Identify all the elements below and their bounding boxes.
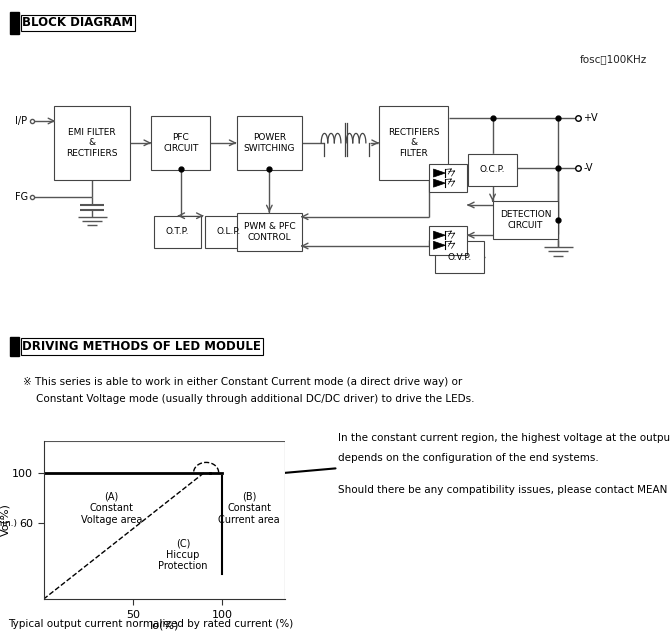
Text: DRIVING METHODS OF LED MODULE: DRIVING METHODS OF LED MODULE xyxy=(23,340,261,353)
Bar xyxy=(468,153,517,186)
X-axis label: Io(%): Io(%) xyxy=(149,621,179,631)
Text: depends on the configuration of the end systems.: depends on the configuration of the end … xyxy=(338,453,599,463)
Text: O.V.P.: O.V.P. xyxy=(448,252,472,262)
Text: O.T.P.: O.T.P. xyxy=(165,228,189,236)
Text: fosc：100KHz: fosc：100KHz xyxy=(580,54,647,64)
Polygon shape xyxy=(433,231,446,239)
Text: FG: FG xyxy=(15,191,27,202)
Text: (B)
Constant
Current area: (B) Constant Current area xyxy=(218,491,280,524)
Text: Should there be any compatibility issues, please contact MEAN WELL.: Should there be any compatibility issues… xyxy=(338,485,670,495)
Bar xyxy=(429,164,467,192)
Text: In the constant current region, the highest voltage at the output of the driver: In the constant current region, the high… xyxy=(338,433,670,443)
Bar xyxy=(10,12,19,34)
Text: RECTIFIERS
&
FILTER: RECTIFIERS & FILTER xyxy=(388,128,440,158)
Text: BLOCK DIAGRAM: BLOCK DIAGRAM xyxy=(23,16,133,29)
Text: (A)
Constant
Voltage area: (A) Constant Voltage area xyxy=(81,491,142,524)
Y-axis label: Vo(%): Vo(%) xyxy=(1,503,11,536)
Text: EMI FILTER
&
RECTIFIERS: EMI FILTER & RECTIFIERS xyxy=(66,128,118,158)
Bar xyxy=(379,106,448,180)
Polygon shape xyxy=(433,242,446,249)
Bar xyxy=(10,337,19,356)
Text: +V: +V xyxy=(583,113,598,122)
Text: Constant Voltage mode (usually through additional DC/DC driver) to drive the LED: Constant Voltage mode (usually through a… xyxy=(23,394,474,404)
Bar xyxy=(151,116,210,170)
Text: DETECTION
CIRCUIT: DETECTION CIRCUIT xyxy=(500,210,551,230)
Bar xyxy=(237,116,302,170)
Text: (min.): (min.) xyxy=(0,519,17,527)
Bar xyxy=(237,212,302,251)
Text: I/P: I/P xyxy=(15,116,27,126)
Bar xyxy=(492,201,558,240)
Bar xyxy=(205,216,253,248)
Text: (C)
Hiccup
Protection: (C) Hiccup Protection xyxy=(158,538,208,571)
Text: Typical output current normalized by rated current (%): Typical output current normalized by rat… xyxy=(9,619,293,630)
Polygon shape xyxy=(433,169,446,177)
Bar xyxy=(54,106,130,180)
Bar xyxy=(154,216,201,248)
Text: PWM & PFC
CONTROL: PWM & PFC CONTROL xyxy=(243,222,295,242)
Polygon shape xyxy=(433,179,446,187)
Text: -V: -V xyxy=(583,163,593,173)
Bar xyxy=(429,226,467,254)
Bar xyxy=(435,241,484,273)
Text: O.L.P.: O.L.P. xyxy=(216,228,241,236)
Text: PFC
CIRCUIT: PFC CIRCUIT xyxy=(163,133,198,153)
Text: ※ This series is able to work in either Constant Current mode (a direct drive wa: ※ This series is able to work in either … xyxy=(23,377,462,387)
Text: POWER
SWITCHING: POWER SWITCHING xyxy=(244,133,295,153)
Text: O.C.P.: O.C.P. xyxy=(480,165,505,174)
